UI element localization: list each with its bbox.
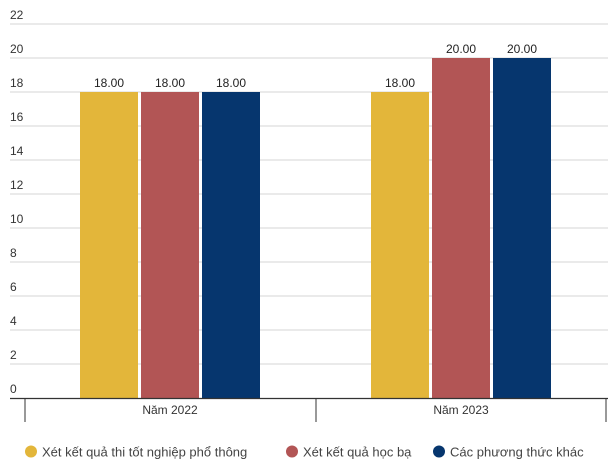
data-label: 18.00 (155, 76, 185, 90)
legend-swatch (433, 445, 445, 458)
y-tick-label: 6 (10, 280, 17, 294)
data-labels: 18.00 18.00 18.00 18.00 20.00 20.00 (94, 42, 537, 90)
y-tick-label: 16 (10, 110, 24, 124)
legend-label: Xét kết quả học bạ (303, 445, 412, 460)
y-tick-label: 14 (10, 144, 24, 158)
bars (80, 58, 551, 398)
legend-item[interactable]: Xét kết quả thi tốt nghiệp phổ thông (25, 445, 247, 460)
data-label: 18.00 (94, 76, 124, 90)
y-tick-label: 0 (10, 382, 17, 396)
y-tick-label: 22 (10, 8, 24, 22)
data-label: 20.00 (446, 42, 476, 56)
bar-2-series-3 (493, 58, 551, 398)
y-tick-label: 4 (10, 314, 17, 328)
y-tick-label: 10 (10, 212, 24, 226)
bar-2-series-1 (371, 92, 429, 398)
bar-1-series-3 (202, 92, 260, 398)
data-label: 18.00 (385, 76, 415, 90)
bar-1-series-1 (80, 92, 138, 398)
legend-label: Xét kết quả thi tốt nghiệp phổ thông (42, 445, 247, 460)
y-axis-tick-labels: 0 2 4 6 8 10 12 14 16 18 20 22 (10, 8, 24, 396)
legend-swatch (286, 445, 298, 458)
data-label: 18.00 (216, 76, 246, 90)
y-tick-label: 2 (10, 348, 17, 362)
x-category-label: Năm 2022 (142, 403, 198, 417)
y-tick-label: 12 (10, 178, 24, 192)
x-category-label: Năm 2023 (433, 403, 489, 417)
legend-item[interactable]: Xét kết quả học bạ (286, 445, 412, 460)
legend-swatch (25, 445, 37, 458)
y-tick-label: 18 (10, 76, 24, 90)
bar-1-series-2 (141, 92, 199, 398)
x-axis: Năm 2022 Năm 2023 (10, 397, 608, 422)
y-tick-label: 20 (10, 42, 24, 56)
legend-label: Các phương thức khác (450, 445, 584, 460)
bar-2-series-2 (432, 58, 490, 398)
legend[interactable]: Xét kết quả thi tốt nghiệp phổ thông Xét … (25, 445, 584, 460)
data-label: 20.00 (507, 42, 537, 56)
legend-item[interactable]: Các phương thức khác (433, 445, 584, 460)
y-tick-label: 8 (10, 246, 17, 260)
